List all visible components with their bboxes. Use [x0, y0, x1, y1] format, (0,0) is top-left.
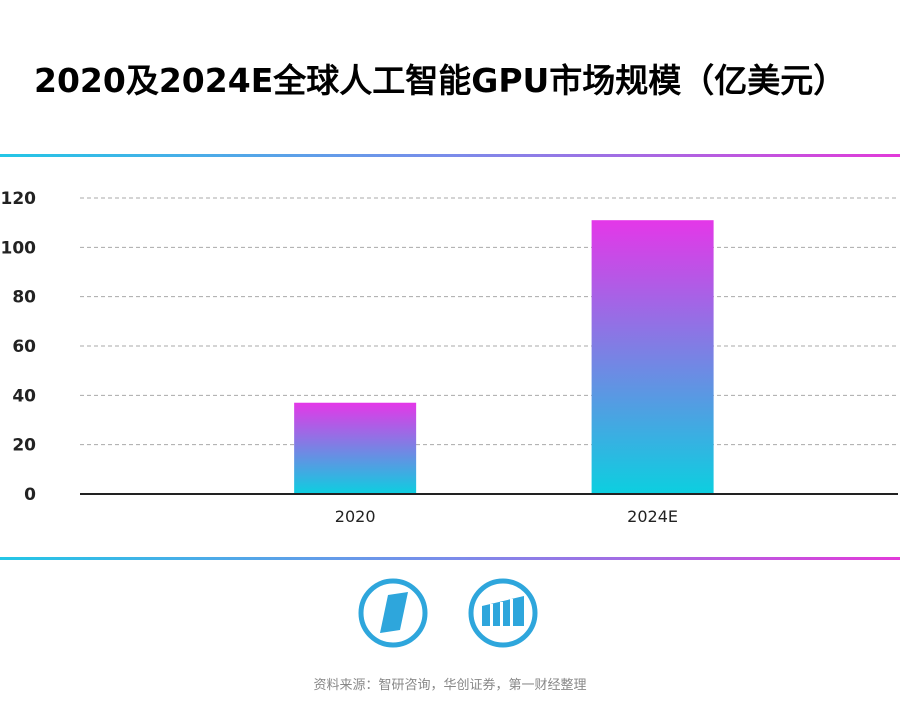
y-tick-label: 40	[12, 386, 36, 406]
x-tick-label: 2020	[335, 507, 376, 526]
x-tick-label: 2024E	[627, 507, 678, 526]
bar-chart-logo-icon	[468, 578, 538, 648]
y-tick-label: 20	[12, 436, 36, 456]
y-tick-label: 120	[1, 189, 37, 209]
diamond-logo-icon	[358, 578, 428, 648]
bar-2024e	[591, 220, 714, 494]
logo-group	[358, 578, 538, 648]
y-tick-label: 60	[12, 337, 36, 357]
chart-title: 2020及2024E全球人工智能GPU市场规模（亿美元）	[34, 61, 847, 100]
top-divider	[0, 154, 900, 157]
y-tick-label: 80	[12, 288, 36, 308]
bar-2020	[294, 402, 417, 494]
bar-chart: 0 20 40 60 80 100 120 2020 2024E	[1, 189, 898, 526]
bottom-divider	[0, 557, 900, 560]
y-tick-label: 0	[24, 485, 36, 505]
source-note: 资料来源：智研咨询，华创证券，第一财经整理	[313, 678, 587, 693]
y-tick-label: 100	[1, 238, 37, 258]
